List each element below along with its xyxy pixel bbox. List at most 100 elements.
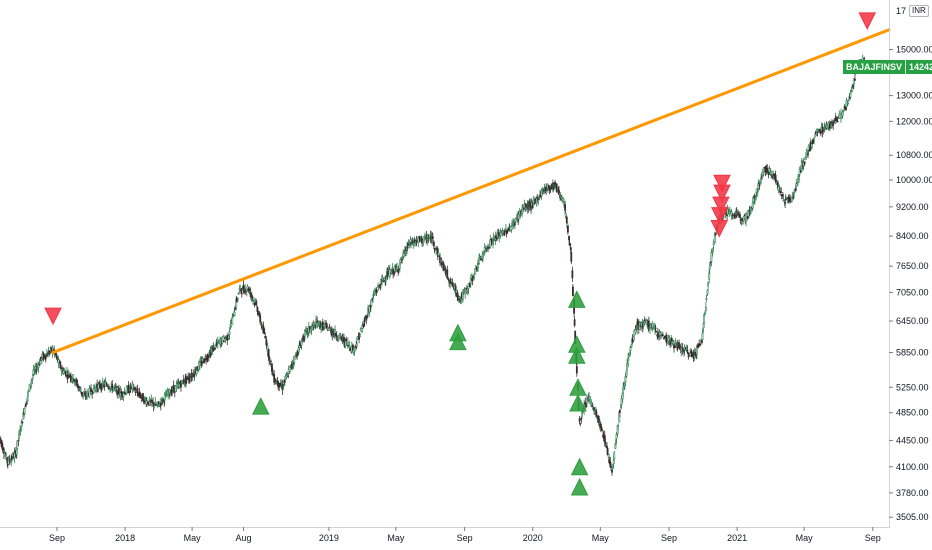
- price-axis-top-label: 17: [896, 6, 907, 16]
- candle-body: [338, 334, 340, 340]
- candle-body: [14, 450, 16, 452]
- candle-body: [611, 464, 614, 467]
- candle-body: [325, 323, 328, 327]
- candle-body: [262, 326, 265, 333]
- candle-body: [647, 320, 650, 328]
- candle-body: [250, 292, 253, 297]
- buy-signal-marker: [568, 346, 586, 364]
- candle-body: [798, 175, 800, 180]
- candle-body: [742, 216, 745, 222]
- candle-body: [817, 131, 819, 133]
- candle-body: [590, 402, 593, 405]
- sell-signal-marker: [710, 207, 729, 225]
- candle-body: [392, 268, 395, 275]
- candle-body: [669, 339, 672, 346]
- candle-body: [1, 446, 4, 451]
- candle-body: [584, 403, 587, 408]
- candle-body: [652, 328, 655, 330]
- price-axis[interactable]: 15000.00 13000.00 12000.00 10800.00 10000.00…: [889, 45, 932, 523]
- candle-body: [265, 339, 268, 346]
- candle-body: [346, 341, 349, 348]
- label-separator: [905, 60, 907, 74]
- candle-body: [207, 355, 210, 358]
- candle-body: [733, 214, 736, 219]
- candle-body: [444, 265, 446, 268]
- candle-body: [298, 342, 301, 346]
- candle-body: [755, 188, 758, 193]
- candle-body: [363, 320, 366, 322]
- candle-body: [756, 190, 759, 193]
- price-tick-label: 5850.00: [896, 347, 929, 357]
- candle-body: [636, 321, 639, 326]
- time-tick-label: 2021: [727, 533, 747, 543]
- candle-body: [741, 218, 744, 221]
- candle-body: [703, 313, 706, 315]
- candle-body: [568, 242, 571, 246]
- candle-body: [193, 374, 196, 377]
- time-axis[interactable]: Sep 2018 May Aug 2019 May Sep 2020 May Sep 2021 May…: [49, 527, 881, 543]
- candle-body: [361, 325, 364, 329]
- time-tick-label: May: [387, 533, 405, 543]
- price-tick-label: 6450.00: [896, 316, 929, 326]
- candle-body: [309, 328, 312, 333]
- candle-body: [498, 236, 501, 239]
- candle-body: [585, 399, 588, 404]
- candle-body: [217, 339, 220, 342]
- price-tick-label: 4100.00: [896, 462, 929, 472]
- candle-body: [5, 454, 8, 460]
- candle-body: [771, 171, 774, 176]
- candle-body: [624, 376, 627, 382]
- candle-body: [651, 323, 654, 328]
- candle-body: [293, 355, 296, 363]
- candle-body: [806, 150, 808, 155]
- candle-body: [813, 137, 816, 141]
- candle-body: [195, 370, 198, 375]
- buy-signal-marker: [449, 323, 467, 342]
- candle-body: [213, 345, 216, 348]
- candle-body: [457, 294, 459, 298]
- candle-body: [503, 230, 506, 233]
- candle-body: [634, 329, 637, 333]
- candle-body: [708, 272, 711, 280]
- candle-body: [362, 323, 365, 327]
- candle-body: [595, 411, 598, 418]
- candle-body: [612, 460, 615, 464]
- candle-body: [80, 390, 82, 393]
- candle-body: [706, 290, 709, 294]
- candle-body: [253, 303, 256, 306]
- candle-body: [763, 167, 765, 172]
- candle-body: [113, 385, 116, 388]
- candle-body: [44, 356, 47, 359]
- time-tick-label: May: [592, 533, 610, 543]
- candle-body: [571, 270, 574, 279]
- candle-body: [493, 236, 496, 239]
- candle-body: [203, 358, 206, 363]
- candle-body: [61, 367, 63, 370]
- candle-body: [681, 347, 684, 352]
- candle-body: [81, 392, 83, 396]
- candle-body: [428, 237, 431, 239]
- candle-body: [822, 129, 825, 132]
- currency-badge[interactable]: INR: [909, 5, 929, 17]
- candle-body: [245, 289, 248, 292]
- candle-body: [268, 356, 271, 361]
- price-tick-label: 5250.00: [896, 382, 929, 392]
- candle-body: [790, 197, 793, 202]
- candle-body: [713, 235, 716, 243]
- candle-body: [766, 168, 769, 173]
- candle-body: [611, 469, 613, 473]
- candle-body: [606, 445, 608, 448]
- candle-body: [732, 213, 735, 216]
- resistance-trendline[interactable]: [51, 28, 891, 354]
- price-tick-label: 8400.00: [896, 231, 929, 241]
- candle-body: [601, 429, 603, 431]
- candle-body: [180, 384, 182, 388]
- candle-body: [478, 257, 481, 265]
- candle-body: [849, 93, 852, 98]
- price-tick-label: 4850.00: [896, 408, 929, 418]
- candle-body: [750, 207, 752, 211]
- candle-body: [240, 288, 243, 292]
- candle-body: [831, 121, 833, 125]
- time-tick-label: Aug: [235, 533, 251, 543]
